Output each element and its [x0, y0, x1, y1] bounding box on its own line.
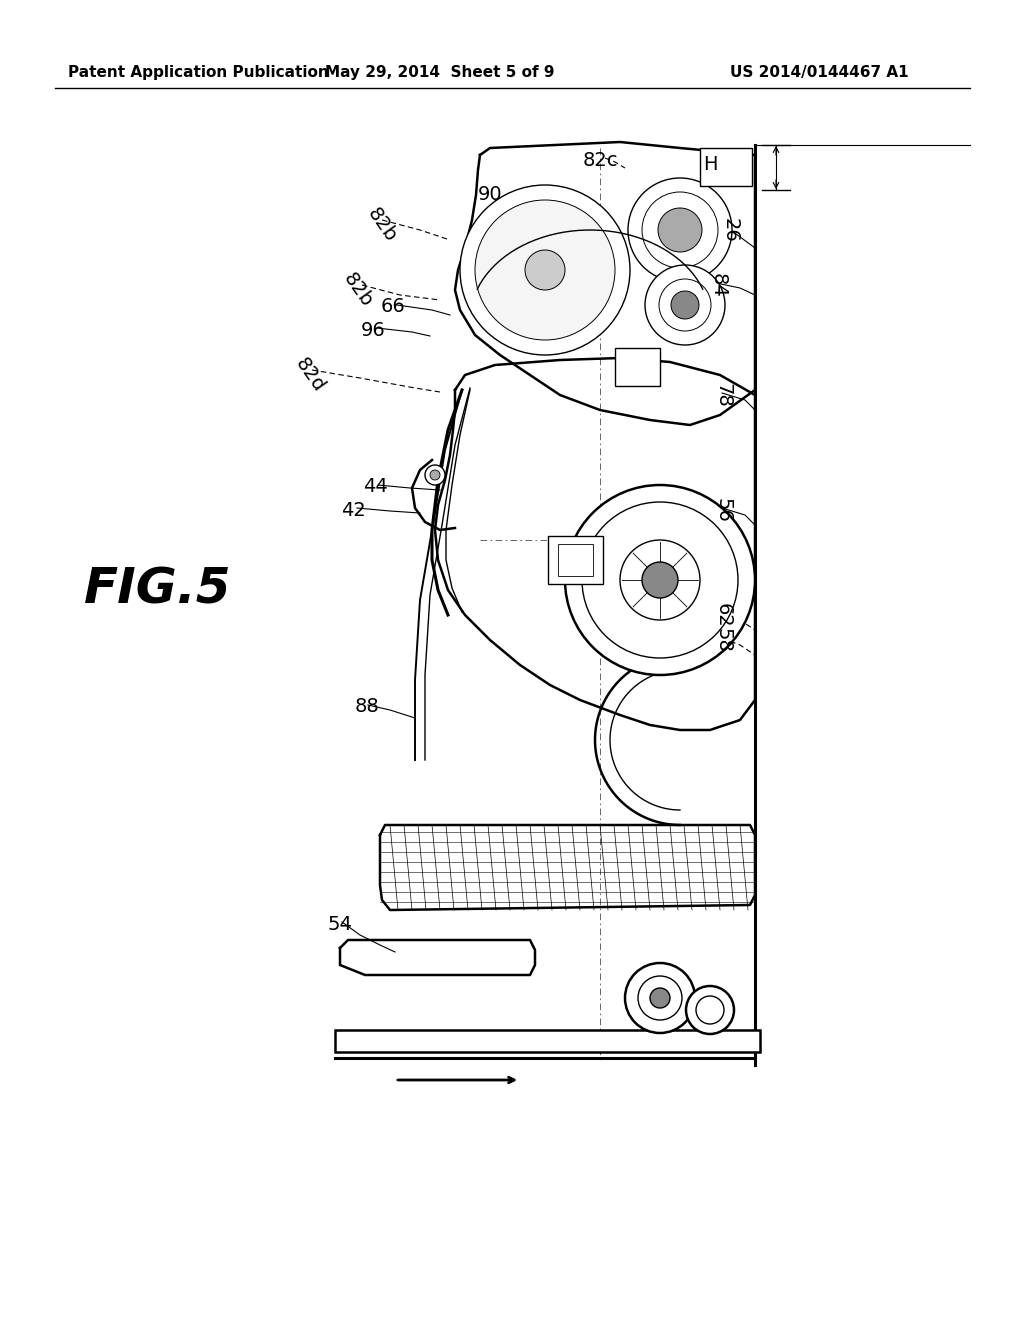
Circle shape [658, 209, 702, 252]
Circle shape [582, 502, 738, 657]
Text: 42: 42 [341, 500, 366, 520]
Text: H: H [702, 156, 717, 174]
Circle shape [686, 986, 734, 1034]
Circle shape [620, 540, 700, 620]
Text: 82b: 82b [364, 205, 400, 246]
Circle shape [638, 975, 682, 1020]
Text: 66: 66 [381, 297, 406, 317]
Text: 82c: 82c [583, 150, 617, 169]
Polygon shape [380, 825, 755, 909]
Text: 84: 84 [709, 273, 727, 297]
Bar [615, 348, 660, 385]
Circle shape [565, 484, 755, 675]
Polygon shape [340, 940, 535, 975]
Circle shape [671, 290, 699, 319]
Circle shape [525, 249, 565, 290]
Text: 90: 90 [477, 186, 503, 205]
Text: 54: 54 [328, 916, 352, 935]
Circle shape [628, 178, 732, 282]
Circle shape [642, 191, 718, 268]
Bar [335, 1030, 760, 1052]
Text: FIG.5: FIG.5 [84, 566, 231, 614]
Circle shape [659, 279, 711, 331]
Text: 62: 62 [714, 603, 732, 627]
Circle shape [460, 185, 630, 355]
Circle shape [475, 201, 615, 341]
Circle shape [642, 562, 678, 598]
Circle shape [625, 964, 695, 1034]
Text: 82b: 82b [340, 269, 377, 310]
Text: 88: 88 [354, 697, 379, 717]
Text: 78: 78 [714, 383, 732, 408]
Circle shape [430, 470, 440, 480]
Text: 58: 58 [714, 627, 732, 652]
Circle shape [650, 987, 670, 1008]
Circle shape [696, 997, 724, 1024]
Text: May 29, 2014  Sheet 5 of 9: May 29, 2014 Sheet 5 of 9 [326, 65, 555, 79]
Polygon shape [455, 143, 755, 425]
Bar [558, 544, 593, 576]
Bar [700, 148, 752, 186]
Circle shape [425, 465, 445, 484]
Text: US 2014/0144467 A1: US 2014/0144467 A1 [730, 65, 908, 79]
Text: 44: 44 [362, 478, 387, 496]
Text: 56: 56 [714, 498, 732, 523]
Polygon shape [435, 358, 755, 730]
Bar [548, 536, 603, 583]
Text: Patent Application Publication: Patent Application Publication [68, 65, 329, 79]
Text: 26: 26 [721, 218, 739, 243]
Circle shape [645, 265, 725, 345]
Text: 96: 96 [360, 321, 385, 339]
Text: 82d: 82d [292, 354, 329, 396]
